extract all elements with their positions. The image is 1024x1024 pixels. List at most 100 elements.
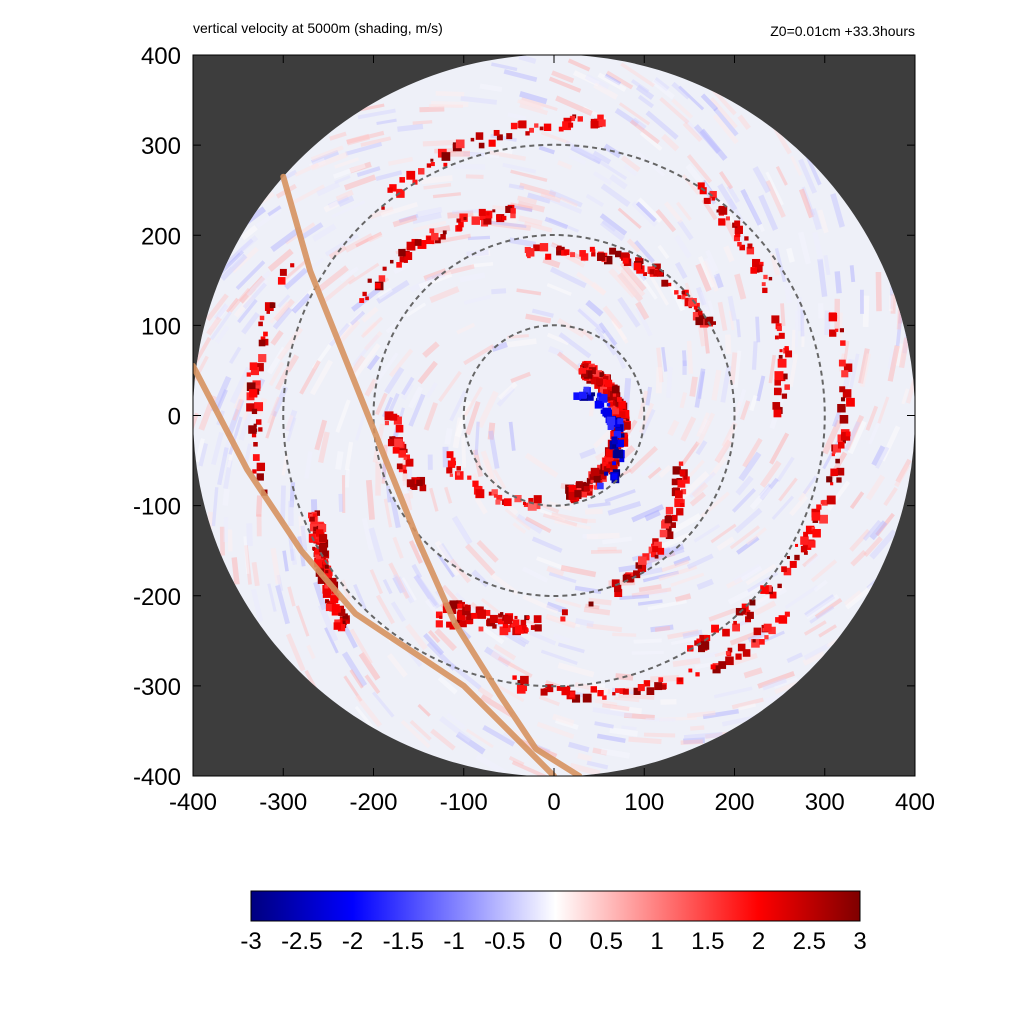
velocity-cell <box>454 471 464 480</box>
plot-area <box>193 55 915 776</box>
velocity-texture-cell <box>286 417 297 442</box>
velocity-cell <box>671 514 678 522</box>
velocity-texture-cell <box>602 305 624 330</box>
velocity-cell <box>750 267 757 274</box>
velocity-texture-cell <box>769 432 790 465</box>
velocity-cell <box>545 684 554 693</box>
velocity-cell <box>688 298 697 307</box>
velocity-texture-cell <box>639 461 658 478</box>
x-tick-label: -200 <box>349 789 397 816</box>
velocity-cell <box>246 372 251 377</box>
velocity-cell <box>651 543 656 549</box>
velocity-texture-cell <box>309 359 334 396</box>
velocity-texture-cell <box>745 195 765 233</box>
velocity-texture-cell <box>786 247 795 263</box>
velocity-cell <box>831 452 835 457</box>
velocity-cell <box>656 271 662 277</box>
velocity-texture-cell <box>386 393 400 417</box>
velocity-texture-cell <box>413 220 447 232</box>
velocity-texture-cell <box>482 458 495 480</box>
velocity-texture-cell <box>810 559 838 583</box>
velocity-texture-cell <box>334 311 364 342</box>
velocity-texture-cell <box>438 542 458 568</box>
velocity-cell <box>251 408 258 415</box>
velocity-texture-cell <box>753 585 785 606</box>
velocity-cell <box>568 491 577 500</box>
velocity-cell <box>435 611 443 619</box>
velocity-cell <box>342 613 348 619</box>
velocity-cell <box>266 310 270 314</box>
velocity-cell <box>258 427 263 432</box>
velocity-texture-cell <box>732 564 762 584</box>
velocity-cell <box>746 246 755 255</box>
velocity-texture-cell <box>255 495 263 517</box>
velocity-texture-cell <box>388 348 414 378</box>
velocity-cell <box>771 315 780 324</box>
velocity-texture-cell <box>707 300 715 316</box>
velocity-cell <box>496 214 502 220</box>
velocity-cell <box>614 250 622 258</box>
velocity-texture-cell <box>435 90 465 97</box>
velocity-texture-cell <box>237 298 258 324</box>
velocity-texture-cell <box>589 681 606 689</box>
velocity-cell <box>680 489 687 495</box>
velocity-texture-cell <box>629 119 661 145</box>
velocity-cell <box>678 677 683 682</box>
velocity-texture-cell <box>335 189 354 202</box>
velocity-texture-cell <box>619 594 650 600</box>
velocity-cell <box>735 231 741 238</box>
velocity-cell <box>312 546 316 550</box>
velocity-texture-cell <box>344 233 374 253</box>
velocity-texture-cell <box>600 748 631 759</box>
velocity-cell <box>681 290 686 295</box>
velocity-texture-cell <box>594 721 614 729</box>
velocity-texture-cell <box>195 438 205 463</box>
velocity-texture-cell <box>652 532 691 553</box>
velocity-texture-cell <box>559 196 578 207</box>
velocity-texture-cell <box>267 205 282 217</box>
velocity-cell <box>533 244 540 252</box>
velocity-texture-cell <box>680 739 704 745</box>
velocity-texture-cell <box>392 576 405 594</box>
velocity-texture-cell <box>229 366 252 404</box>
velocity-texture-cell <box>413 574 438 608</box>
velocity-cell <box>451 461 457 466</box>
velocity-texture-cell <box>318 604 339 642</box>
velocity-cell <box>746 611 754 619</box>
velocity-cell <box>558 126 564 132</box>
velocity-texture-cell <box>427 454 433 470</box>
velocity-texture-cell <box>742 437 763 468</box>
velocity-cell <box>781 393 788 399</box>
velocity-texture-cell <box>838 312 843 340</box>
velocity-cell <box>653 269 660 277</box>
velocity-texture-cell <box>338 493 344 512</box>
velocity-texture-cell <box>631 587 672 598</box>
x-tick-label: 200 <box>714 789 754 816</box>
velocity-texture-cell <box>408 386 424 409</box>
velocity-cell <box>589 474 596 481</box>
velocity-texture-cell <box>503 69 538 82</box>
velocity-texture-cell <box>551 713 575 727</box>
velocity-cell <box>826 476 833 483</box>
velocity-texture-cell <box>584 508 603 515</box>
velocity-texture-cell <box>607 257 638 288</box>
velocity-cell <box>755 264 763 273</box>
velocity-texture-cell <box>601 219 617 232</box>
velocity-texture-cell <box>335 399 351 433</box>
velocity-texture-cell <box>265 410 277 439</box>
velocity-texture-cell <box>631 79 650 94</box>
colorbar-tick-label: 2.5 <box>793 928 826 955</box>
velocity-cell <box>653 541 662 550</box>
velocity-cell <box>693 305 698 310</box>
velocity-texture-cell <box>329 131 347 141</box>
velocity-texture-cell <box>580 328 594 341</box>
velocity-texture-cell <box>691 482 709 499</box>
velocity-cell <box>753 627 762 636</box>
velocity-cell <box>493 494 498 498</box>
velocity-cell <box>403 258 408 263</box>
velocity-cell <box>712 665 721 674</box>
velocity-cell <box>638 556 647 565</box>
velocity-texture-cell <box>470 250 491 258</box>
velocity-cell <box>467 475 472 480</box>
velocity-texture-cell <box>681 350 687 367</box>
